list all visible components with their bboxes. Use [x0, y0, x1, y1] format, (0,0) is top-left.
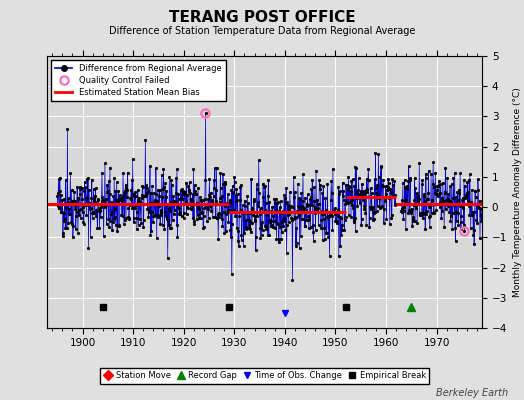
Y-axis label: Monthly Temperature Anomaly Difference (°C): Monthly Temperature Anomaly Difference (… [512, 87, 522, 297]
Text: Difference of Station Temperature Data from Regional Average: Difference of Station Temperature Data f… [109, 26, 415, 36]
Legend: Station Move, Record Gap, Time of Obs. Change, Empirical Break: Station Move, Record Gap, Time of Obs. C… [100, 368, 430, 384]
Text: TERANG POST OFFICE: TERANG POST OFFICE [169, 10, 355, 25]
Text: Berkeley Earth: Berkeley Earth [436, 388, 508, 398]
